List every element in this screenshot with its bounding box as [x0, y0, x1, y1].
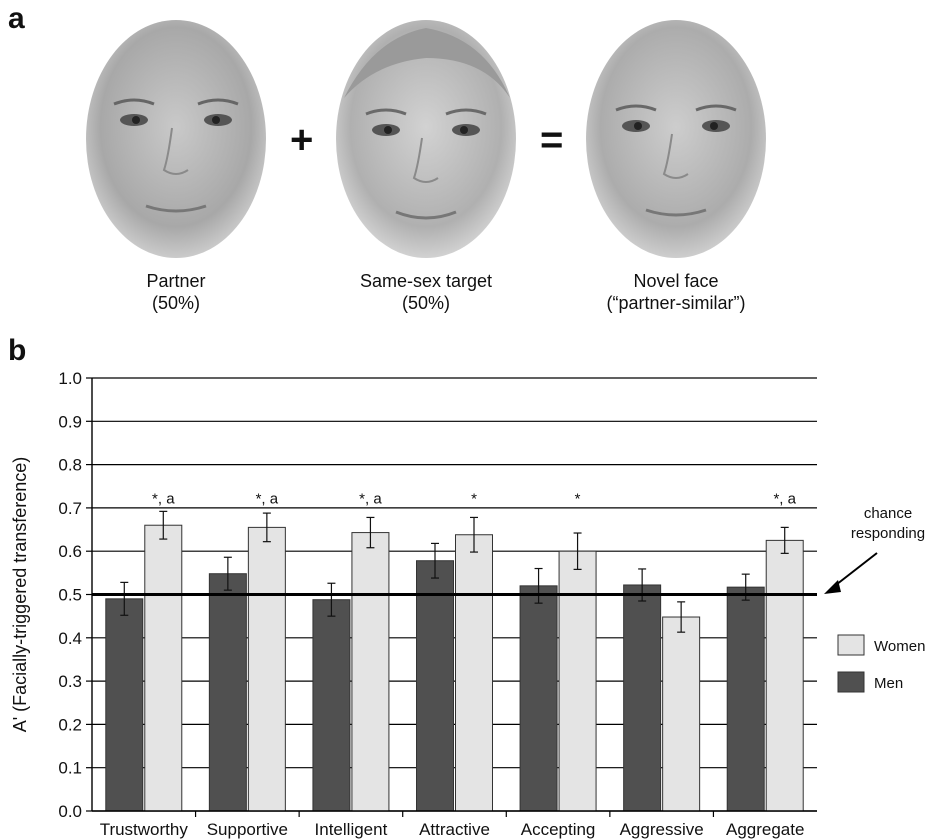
panel-b-label: b [8, 334, 27, 367]
partner-caption-line1: Partner [146, 271, 206, 291]
men-bar [623, 584, 662, 812]
equals-sign: = [540, 118, 564, 162]
men-bar [312, 599, 351, 812]
novel-caption: Novel face (“partner-similar”) [556, 270, 796, 314]
legend-men-swatch [837, 671, 865, 693]
legend-men-label: Men [874, 675, 903, 692]
partner-caption-line2: (50%) [151, 293, 200, 313]
chance-label-line1: chance [864, 505, 912, 522]
significance-label: *, a [359, 491, 382, 508]
y-tick-label: 0.6 [58, 542, 82, 561]
men-bar [208, 573, 247, 812]
y-tick-label: 0.1 [58, 759, 82, 778]
chance-label-line2: responding [851, 525, 925, 542]
x-tick-label: Intelligent [315, 820, 388, 839]
legend-women-label: Women [874, 638, 925, 655]
women-bar [662, 616, 701, 812]
x-tick-label: Aggressive [620, 820, 704, 839]
men-bar [726, 586, 765, 812]
women-bar [455, 534, 493, 812]
significance-label: *, a [256, 491, 279, 508]
y-tick-label: 0.8 [58, 456, 82, 475]
partner-face-image [84, 18, 268, 265]
x-tick-label: Attractive [419, 820, 490, 839]
y-tick-label: 0.7 [58, 499, 82, 518]
plus-sign: + [290, 118, 314, 162]
target-caption-line2: (50%) [401, 293, 450, 313]
novel-caption-line2: (“partner-similar”) [606, 293, 746, 313]
women-bar [144, 524, 183, 812]
target-face-image [334, 18, 518, 265]
women-bar [558, 550, 597, 812]
significance-label: * [471, 491, 477, 508]
men-bar [519, 585, 558, 812]
men-bar [416, 560, 454, 812]
x-tick-label: Supportive [207, 820, 288, 839]
target-caption: Same-sex target (50%) [306, 270, 546, 314]
y-tick-label: 0.0 [58, 802, 82, 821]
y-tick-label: 0.5 [58, 586, 82, 605]
y-tick-label: 1.0 [58, 369, 82, 388]
x-tick-label: Aggregate [726, 820, 804, 839]
partner-caption: Partner (50%) [56, 270, 296, 314]
novel-face-image [584, 18, 768, 265]
y-axis-label: A' (Facially-triggered transference) [10, 457, 30, 733]
target-caption-line1: Same-sex target [359, 271, 493, 291]
men-bar [105, 598, 144, 812]
y-tick-label: 0.2 [58, 715, 82, 734]
y-tick-label: 0.4 [58, 629, 82, 648]
significance-label: *, a [152, 491, 175, 508]
women-bar [765, 539, 804, 812]
x-tick-label: Accepting [521, 820, 596, 839]
novel-caption-line1: Novel face [633, 271, 719, 291]
chance-arrowhead [824, 580, 841, 594]
x-tick-label: Trustworthy [100, 820, 189, 839]
panel-a-label: a [8, 2, 25, 35]
women-bar [247, 526, 286, 812]
y-tick-label: 0.9 [58, 412, 82, 431]
chance-arrow [831, 552, 878, 589]
legend-women-swatch [837, 634, 865, 656]
significance-label: *, a [773, 491, 796, 508]
y-tick-label: 0.3 [58, 672, 82, 691]
women-bar [351, 532, 390, 812]
significance-label: * [575, 491, 581, 508]
